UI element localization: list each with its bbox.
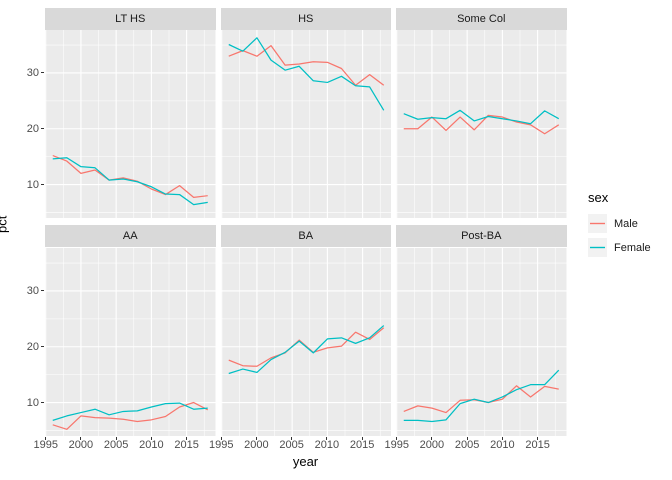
x-tick-label: 2000 [244, 439, 269, 451]
legend-key-icon [588, 238, 607, 257]
line-male [228, 44, 384, 86]
y-axis-tick [41, 72, 44, 74]
facet-plot-area [220, 248, 391, 436]
panel-background [220, 30, 391, 218]
gridlines [220, 248, 391, 436]
facet-plot-area [45, 30, 216, 218]
y-axis-tick [41, 128, 44, 130]
x-axis-tick [326, 437, 328, 440]
y-tick-label: 10 [26, 178, 39, 191]
y-axis-tick [41, 402, 44, 404]
x-tick-label: 2005 [103, 439, 129, 451]
x-axis-tick [431, 437, 433, 440]
x-axis-tick [537, 437, 539, 440]
gridlines [45, 30, 216, 218]
gridlines [396, 30, 567, 218]
y-tick-label: 30 [26, 66, 39, 79]
x-axis-tick [115, 437, 117, 440]
facet-plot-area [396, 248, 567, 436]
y-axis-tick [41, 290, 44, 292]
x-tick-label: 1995 [33, 439, 58, 451]
line-female [403, 109, 560, 125]
line-male [52, 401, 209, 430]
facet-strip-label: HS [220, 8, 391, 30]
line-male [228, 327, 384, 367]
y-axis-tick [41, 346, 44, 348]
gridlines [396, 248, 567, 436]
panel-background [396, 30, 567, 218]
facet-strip-label: BA [220, 225, 391, 247]
x-axis-tick [361, 437, 363, 440]
panel-background [45, 30, 216, 218]
x-tick-label: 1995 [208, 439, 234, 451]
y-tick-label: 30 [26, 284, 39, 297]
x-tick-label: 2015 [349, 439, 375, 451]
x-axis-tick [220, 437, 222, 440]
legend-item-label: Female [614, 241, 651, 254]
x-tick-label: 2000 [419, 439, 445, 451]
line-female [52, 402, 208, 421]
legend: sex Male Female [588, 190, 651, 262]
facet-plot-area [45, 248, 216, 436]
line-male [403, 114, 560, 135]
x-axis-tick [150, 437, 152, 440]
x-axis-tick [186, 437, 188, 440]
line-female [403, 369, 560, 423]
panel-background [220, 248, 391, 436]
x-tick-label: 2010 [139, 439, 164, 451]
x-axis-tick [255, 437, 257, 440]
legend-title: sex [588, 190, 609, 205]
x-axis-tick [396, 437, 398, 440]
y-axis-tick [41, 184, 44, 186]
x-tick-label: 2010 [314, 439, 340, 451]
line-male [52, 154, 208, 198]
legend-item-label: Male [614, 217, 638, 230]
x-axis-tick [501, 437, 503, 440]
facet-strip-label: Some Col [396, 8, 567, 30]
line-female [52, 157, 208, 206]
x-tick-label: 2010 [490, 439, 515, 451]
y-tick-label: 10 [26, 396, 39, 409]
y-tick-label: 20 [26, 122, 39, 135]
facet-strip-label: LT HS [45, 8, 216, 30]
x-tick-label: 2005 [279, 439, 304, 451]
legend-items: Male Female [588, 214, 651, 257]
facet-strip-label: Post-BA [396, 225, 567, 247]
line-female [227, 37, 384, 111]
panel-background [396, 248, 567, 436]
x-tick-label: 2000 [68, 439, 94, 451]
gridlines [220, 30, 391, 218]
legend-key-icon [588, 214, 607, 233]
gridlines [45, 248, 216, 436]
x-axis-tick [80, 437, 82, 440]
facet-plot-area [396, 30, 567, 218]
x-tick-label: 1995 [384, 439, 409, 451]
line-female [228, 325, 384, 375]
legend-item: Female [588, 238, 651, 257]
x-tick-label: 2015 [174, 439, 199, 451]
x-tick-label: 2005 [454, 439, 480, 451]
legend-item: Male [588, 214, 651, 233]
x-axis-tick [45, 437, 47, 440]
x-axis-tick [466, 437, 468, 440]
facet-plot-area [220, 30, 391, 218]
x-axis-title: year [292, 454, 319, 469]
y-tick-label: 20 [26, 340, 39, 353]
x-axis-tick [291, 437, 293, 440]
facet-strip-label: AA [45, 225, 216, 247]
x-tick-label: 2015 [525, 439, 550, 451]
